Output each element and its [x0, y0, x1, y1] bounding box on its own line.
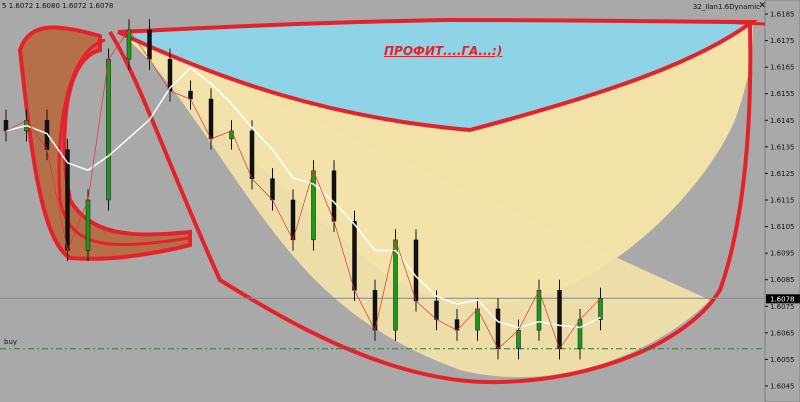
y-tick-label: 1.6135 — [770, 143, 795, 151]
ohlc-values: 1.6072 1.6080 1.6072 1.6078 — [8, 2, 114, 10]
y-tick-label: 1.6115 — [770, 196, 795, 204]
y-tick-label: 1.6125 — [770, 170, 795, 178]
candle-body — [413, 239, 419, 302]
handle-drawing — [17, 25, 192, 261]
y-tick-label: 1.6145 — [770, 117, 795, 125]
buy-label: buy — [4, 338, 18, 346]
candle-body — [516, 329, 521, 350]
candle-body — [557, 290, 562, 350]
y-tick-label: 1.6185 — [770, 11, 795, 19]
candle-body — [434, 300, 439, 320]
chart-header: 5 1.6072 1.6080 1.6072 1.6078 — [2, 2, 113, 10]
current-price-badge — [766, 294, 800, 304]
handle-inner-outline — [57, 38, 191, 247]
y-tick-label: 1.6085 — [770, 276, 795, 284]
candle-body — [106, 58, 111, 201]
candle-body — [147, 29, 152, 60]
candle-body — [3, 120, 9, 132]
candle-body — [598, 298, 603, 320]
expert-advisor-name: 32_Ilan1.6Dynamic — [692, 3, 760, 11]
close-icon[interactable]: ✕ — [758, 1, 766, 11]
y-tick-label: 1.6155 — [770, 90, 795, 98]
y-tick-label: 1.6105 — [770, 223, 795, 231]
y-tick-label: 1.6175 — [770, 37, 795, 45]
candle-body — [65, 149, 70, 251]
candle-body — [290, 199, 296, 241]
candle-body — [188, 90, 193, 100]
candle-body — [270, 178, 275, 201]
candle-body — [311, 170, 316, 241]
candle-body — [249, 130, 255, 179]
candle-body — [126, 29, 132, 60]
candle-body — [536, 290, 542, 331]
candle-body — [331, 170, 337, 222]
candles-layer — [0, 19, 765, 360]
candle-body — [352, 221, 357, 291]
annotation-text: ПРОФИТ....ГА...:) — [384, 44, 503, 58]
zigzag-line — [5, 29, 601, 350]
candle-body — [577, 319, 583, 350]
current-price-label: 1.6078 — [770, 295, 795, 303]
y-tick-label: 1.6055 — [770, 356, 795, 364]
price-axis-ticks: 1.6185 1.6175 1.6165 1.6155 1.6145 1.6135 1.61… — [765, 11, 800, 390]
candle-body — [85, 199, 91, 251]
y-tick-label: 1.6075 — [770, 303, 795, 311]
y-tick-label: 1.6095 — [770, 250, 795, 258]
price-axis — [764, 0, 800, 402]
cup-outline — [108, 24, 753, 385]
y-tick-label: 1.6065 — [770, 329, 795, 337]
candle-body — [208, 98, 214, 140]
candle-body — [495, 308, 501, 350]
y-tick-label: 1.6045 — [770, 382, 795, 390]
moving-average-line — [5, 66, 601, 329]
symbol-fragment: 5 — [2, 2, 7, 10]
profit-top-extension — [719, 20, 766, 26]
y-tick-label: 1.6165 — [770, 64, 795, 72]
